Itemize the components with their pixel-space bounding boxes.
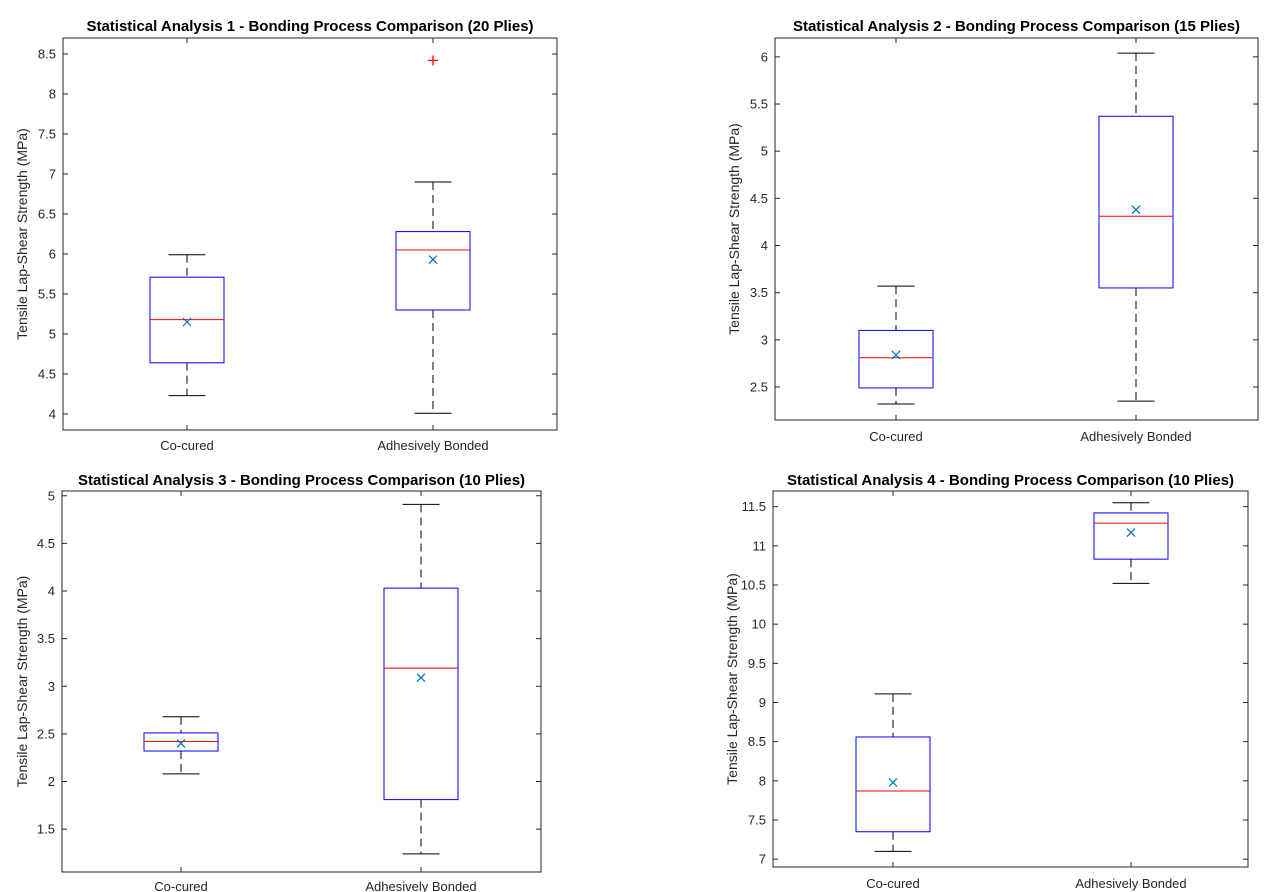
y-tick-label: 4.5: [38, 367, 56, 382]
iqr-box: [1093, 512, 1169, 560]
x-tick-label: Adhesively Bonded: [377, 438, 488, 453]
y-tick-label: 6.5: [38, 207, 56, 222]
x-tick-label: Adhesively Bonded: [1075, 876, 1186, 891]
y-tick-label: 11.5: [742, 499, 766, 514]
box-adhesively-bonded: [1098, 52, 1174, 402]
y-tick-label: 5: [761, 144, 768, 159]
subplot-4: Statistical Analysis 4 - Bonding Process…: [724, 472, 1249, 891]
subplot-2: Statistical Analysis 2 - Bonding Process…: [726, 18, 1259, 444]
iqr-box: [395, 231, 471, 311]
iqr-box: [855, 736, 931, 833]
x-tick-label: Co-cured: [866, 876, 919, 891]
chart-title: Statistical Analysis 3 - Bonding Process…: [78, 472, 525, 489]
box-co-cured: [855, 693, 931, 852]
subplot-1: Statistical Analysis 1 - Bonding Process…: [14, 18, 558, 453]
mean-marker: [182, 317, 192, 327]
y-axis-label: Tensile Lap-Shear Strength (MPa): [724, 573, 740, 785]
mean-marker: [1131, 205, 1141, 215]
y-tick-label: 6: [761, 49, 768, 64]
axes-frame: [62, 37, 558, 431]
x-tick-label: Adhesively Bonded: [365, 879, 476, 892]
iqr-box: [1098, 115, 1174, 289]
mean-marker: [888, 777, 898, 787]
y-tick-label: 9: [759, 695, 766, 710]
y-tick-label: 8: [759, 773, 766, 788]
y-tick-label: 10: [752, 617, 766, 632]
y-tick-label: 4: [49, 407, 56, 422]
box-adhesively-bonded: [395, 55, 471, 414]
mean-marker: [428, 255, 438, 265]
y-tick-label: 5: [49, 327, 56, 342]
y-tick-label: 5: [48, 488, 55, 503]
axes-frame: [772, 490, 1249, 868]
iqr-box: [383, 587, 459, 801]
outlier-marker: [428, 55, 438, 66]
box-co-cured: [858, 285, 934, 405]
y-tick-label: 8.5: [748, 734, 766, 749]
y-tick-label: 7: [759, 852, 766, 867]
mean-marker: [416, 673, 426, 683]
y-tick-label: 1.5: [37, 822, 55, 837]
y-tick-label: 11: [753, 538, 767, 553]
y-tick-label: 3.5: [37, 631, 55, 646]
y-tick-label: 4: [761, 238, 768, 253]
y-tick-label: 4.5: [750, 191, 768, 206]
y-tick-label: 7.5: [748, 813, 766, 828]
y-tick-label: 3: [761, 332, 768, 347]
y-tick-label: 5.5: [38, 287, 56, 302]
mean-marker: [891, 350, 901, 360]
y-tick-label: 4: [48, 584, 55, 599]
iqr-box: [858, 329, 934, 389]
y-axis-label: Tensile Lap-Shear Strength (MPa): [14, 128, 30, 340]
y-tick-label: 6: [49, 247, 56, 262]
y-tick-label: 8.5: [38, 47, 56, 62]
y-tick-label: 5.5: [750, 97, 768, 112]
subplot-3: Statistical Analysis 3 - Bonding Process…: [14, 472, 542, 892]
y-axis-label: Tensile Lap-Shear Strength (MPa): [14, 576, 30, 788]
box-adhesively-bonded: [1093, 502, 1169, 584]
y-tick-label: 10.5: [741, 578, 766, 593]
y-tick-label: 3: [48, 679, 55, 694]
box-adhesively-bonded: [383, 503, 459, 855]
y-tick-label: 2.5: [37, 726, 55, 741]
y-tick-label: 9.5: [748, 656, 766, 671]
y-tick-label: 4.5: [37, 536, 55, 551]
x-tick-label: Adhesively Bonded: [1080, 429, 1191, 444]
x-tick-label: Co-cured: [160, 438, 213, 453]
y-tick-label: 8: [49, 87, 56, 102]
axes-frame: [61, 490, 542, 873]
x-tick-label: Co-cured: [869, 429, 922, 444]
chart-title: Statistical Analysis 1 - Bonding Process…: [86, 18, 533, 35]
y-tick-label: 2: [48, 774, 55, 789]
y-tick-label: 7: [49, 167, 56, 182]
box-co-cured: [143, 716, 219, 775]
box-co-cured: [149, 254, 225, 397]
chart-title: Statistical Analysis 4 - Bonding Process…: [787, 472, 1234, 489]
y-axis-label: Tensile Lap-Shear Strength (MPa): [726, 123, 742, 335]
y-tick-label: 3.5: [750, 285, 768, 300]
y-tick-label: 7.5: [38, 127, 56, 142]
chart-title: Statistical Analysis 2 - Bonding Process…: [793, 18, 1240, 35]
x-tick-label: Co-cured: [154, 879, 207, 892]
axes-frame: [774, 37, 1259, 421]
mean-marker: [1126, 528, 1136, 537]
y-tick-label: 2.5: [750, 379, 768, 394]
mean-marker: [176, 738, 186, 748]
